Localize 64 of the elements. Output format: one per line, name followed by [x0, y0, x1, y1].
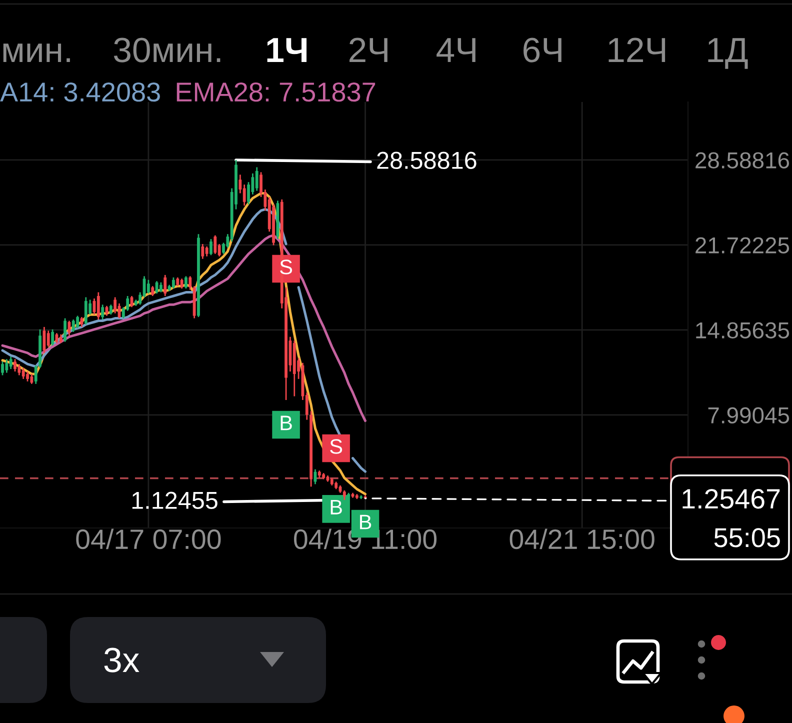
candlestick — [201, 243, 204, 260]
candlestick — [30, 373, 34, 385]
candlestick — [96, 292, 100, 320]
candlestick — [22, 367, 25, 380]
candlestick — [172, 276, 175, 290]
y-tick-label: 21.72225 — [696, 237, 790, 254]
x-tick-label: 04/17 07:00 — [76, 528, 221, 550]
candlestick — [105, 305, 108, 316]
x-tick-label: 04/21 15:00 — [510, 528, 654, 550]
text: 1Д — [708, 38, 748, 69]
candlestick — [109, 304, 112, 316]
y-tick-label: 7.99045 — [708, 407, 790, 424]
text: A14: 3.42083 — [0, 82, 160, 102]
candlestick — [255, 166, 258, 192]
annotation: 28.58816 — [377, 152, 476, 170]
candlestick — [26, 370, 29, 382]
candlestick — [205, 246, 208, 258]
data-label: S — [330, 439, 342, 454]
candlestick — [5, 358, 8, 374]
candlestick — [210, 238, 212, 256]
candlestick — [101, 304, 104, 320]
annotation: 1.12455 — [132, 492, 218, 510]
data-label: B — [330, 500, 342, 514]
candlestick — [72, 318, 75, 333]
candlestick — [180, 278, 184, 290]
text: EMA28: 7.51837 — [176, 82, 376, 102]
candlestick — [164, 274, 167, 297]
candlestick — [114, 296, 117, 314]
candlestick — [342, 490, 346, 501]
candlestick — [46, 330, 50, 348]
candlestick — [9, 356, 12, 370]
data-label: S — [280, 260, 292, 274]
candlestick — [214, 234, 217, 255]
text: 12Ч — [608, 38, 666, 62]
text: 3x — [104, 648, 140, 672]
text: 6Ч — [524, 38, 562, 62]
y-tick-label: 28.58816 — [696, 152, 789, 168]
candlestick — [1, 360, 4, 376]
candlestick — [188, 275, 192, 290]
text: 2Ч — [350, 38, 388, 62]
candlestick — [42, 326, 46, 354]
candlestick — [18, 363, 21, 376]
annotation: 1.25467 — [682, 489, 780, 509]
text: 4Ч — [436, 38, 476, 62]
text: 30мин. — [114, 38, 220, 62]
candlestick — [184, 275, 188, 290]
candlestick — [84, 296, 88, 326]
candlestick — [64, 318, 67, 342]
data-label: B — [360, 514, 372, 530]
text: мин. — [3, 44, 70, 62]
text: 55:05 — [714, 528, 780, 548]
candlestick — [159, 282, 162, 293]
candlestick — [51, 328, 54, 346]
candlestick — [55, 332, 58, 344]
candlestick — [34, 364, 38, 385]
candlestick — [151, 285, 154, 297]
candlestick — [247, 181, 250, 206]
candlestick — [242, 184, 246, 206]
y-tick-label: 14.85635 — [696, 322, 790, 338]
candlestick — [76, 315, 80, 329]
candlestick — [146, 279, 150, 294]
data-label: B — [280, 416, 292, 430]
text: 1Ч — [267, 38, 307, 62]
candlestick — [14, 358, 16, 372]
